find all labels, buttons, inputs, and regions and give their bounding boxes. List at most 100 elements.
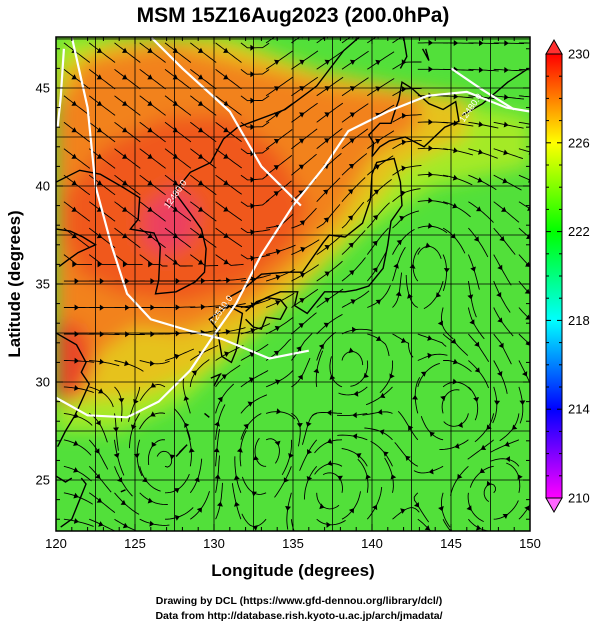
streamline-arrow bbox=[250, 327, 256, 334]
streamline-arrow bbox=[274, 59, 280, 65]
streamline-arrow bbox=[476, 206, 482, 212]
streamline-arrow bbox=[519, 400, 526, 406]
streamline-arrow bbox=[273, 350, 280, 356]
streamline-arrow bbox=[96, 180, 103, 186]
streamline-arrow bbox=[97, 261, 103, 268]
streamline-arrow bbox=[150, 382, 157, 388]
streamline-arrow bbox=[122, 127, 128, 133]
colorbar-tick-label: 230 bbox=[568, 47, 590, 62]
streamline-arrow bbox=[194, 477, 200, 483]
streamline-arrow bbox=[223, 232, 229, 238]
streamline-arrow bbox=[350, 299, 356, 305]
streamline-arrow bbox=[197, 233, 204, 239]
streamline-arrow bbox=[175, 278, 181, 284]
streamline-arrow bbox=[479, 40, 484, 47]
streamline-arrow bbox=[327, 438, 333, 444]
y-tick-label: 45 bbox=[36, 81, 50, 96]
streamline-arrow bbox=[299, 112, 305, 118]
colorbar-tick-label: 222 bbox=[568, 224, 590, 239]
streamline-arrow bbox=[113, 427, 119, 432]
streamline-arrow bbox=[372, 267, 378, 273]
streamline-arrow bbox=[349, 59, 356, 65]
streamline-arrow bbox=[118, 398, 125, 403]
streamline-arrow bbox=[196, 507, 202, 513]
streamline bbox=[291, 37, 301, 44]
streamline-arrow bbox=[95, 420, 101, 426]
streamline-arrow bbox=[96, 47, 103, 53]
streamline bbox=[518, 227, 530, 239]
streamline-arrow bbox=[122, 180, 128, 186]
grid-lines bbox=[56, 37, 530, 531]
height-contour bbox=[150, 37, 302, 207]
streamline-arrow bbox=[285, 506, 291, 511]
streamline-arrow bbox=[147, 153, 153, 159]
streamline-arrow bbox=[98, 388, 104, 394]
streamline-arrow bbox=[429, 431, 435, 437]
streamline-arrow bbox=[318, 344, 324, 350]
streamline bbox=[518, 68, 530, 71]
streamline-arrow bbox=[147, 74, 153, 80]
streamline-arrow bbox=[234, 501, 240, 507]
streamline-arrow bbox=[503, 149, 509, 156]
coastline bbox=[56, 37, 360, 295]
streamline-arrow bbox=[375, 299, 381, 305]
streamline-arrow bbox=[213, 447, 220, 453]
colorbar-ticks: 210 214 218 222 226 230 bbox=[546, 47, 590, 506]
streamline-arrow bbox=[273, 138, 280, 144]
streamlines bbox=[63, 37, 530, 531]
streamline-arrow bbox=[457, 473, 463, 480]
colorbar-tick-label: 214 bbox=[568, 402, 590, 417]
streamline-arrow bbox=[499, 235, 505, 242]
streamline-arrow bbox=[352, 326, 357, 333]
streamline bbox=[518, 307, 530, 320]
streamline-arrow bbox=[450, 233, 456, 239]
streamline-arrow bbox=[172, 259, 178, 265]
streamline-arrow bbox=[497, 264, 503, 271]
streamline-arrow bbox=[428, 197, 433, 204]
streamline-arrow bbox=[299, 298, 305, 304]
streamline-arrow bbox=[349, 112, 356, 118]
streamline-arrow bbox=[512, 424, 518, 430]
streamline-arrow bbox=[250, 255, 256, 262]
streamline-arrow bbox=[175, 330, 181, 337]
streamline bbox=[518, 333, 530, 346]
streamline-arrow bbox=[251, 491, 257, 497]
x-tick-label: 125 bbox=[124, 536, 146, 551]
streamline-arrow bbox=[223, 74, 229, 80]
colorbar: 210 214 218 222 226 230 bbox=[545, 38, 590, 514]
streamline-arrow bbox=[71, 153, 77, 159]
streamline-arrow bbox=[452, 358, 458, 365]
streamline-arrow bbox=[172, 180, 178, 186]
height-contour bbox=[56, 90, 530, 419]
streamline-arrow bbox=[172, 100, 178, 106]
streamline-arrow bbox=[175, 304, 181, 311]
coastline bbox=[120, 489, 126, 493]
streamline-arrow bbox=[275, 274, 281, 281]
streamline-arrow bbox=[250, 97, 255, 104]
streamline-arrow bbox=[223, 153, 229, 159]
streamline-arrow bbox=[324, 86, 330, 92]
streamline bbox=[518, 121, 530, 125]
streamline-arrow bbox=[183, 395, 190, 401]
streamline-arrow bbox=[150, 304, 155, 311]
streamline-arrow bbox=[307, 449, 313, 455]
streamline-arrow bbox=[73, 440, 79, 446]
streamline-arrow bbox=[96, 74, 103, 80]
streamline-arrow bbox=[94, 448, 100, 454]
credit-drawing: Drawing by DCL (https://www.gfd-dennou.o… bbox=[156, 595, 442, 607]
axis-ticks: 120 125 130 135 140 145 150 25 30 35 40 45 bbox=[36, 37, 541, 551]
streamline-arrow bbox=[380, 392, 386, 399]
streamline-arrow bbox=[401, 112, 407, 119]
streamline-arrow bbox=[504, 441, 510, 447]
streamline-arrow bbox=[73, 518, 79, 524]
streamline-arrow bbox=[223, 127, 229, 133]
streamline-arrow bbox=[122, 522, 129, 529]
streamline-arrow bbox=[73, 467, 79, 473]
streamline-arrow bbox=[71, 206, 77, 212]
streamline-arrow bbox=[99, 331, 105, 338]
streamline-arrow bbox=[522, 371, 528, 377]
streamline-arrow bbox=[197, 259, 204, 265]
streamline-arrow bbox=[407, 293, 413, 299]
streamline-arrow bbox=[389, 373, 395, 379]
streamline-arrow bbox=[96, 206, 103, 212]
